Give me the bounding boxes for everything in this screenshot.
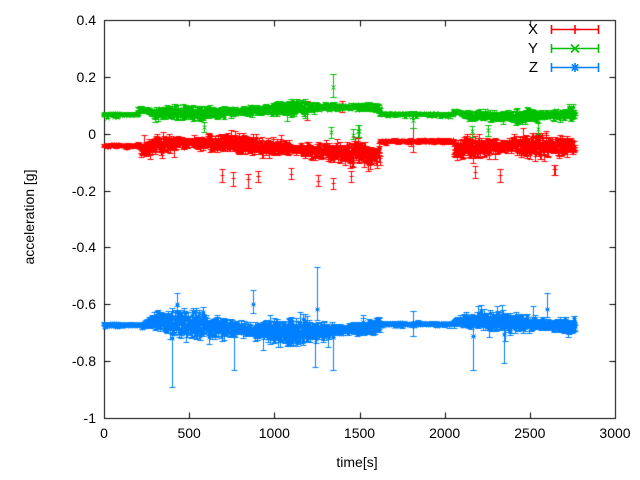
x-tick-label: 500	[177, 425, 201, 441]
y-tick-label: 0.2	[76, 68, 96, 85]
errorbar-sample-icon	[550, 63, 600, 72]
y-tick-label: 0.4	[76, 12, 96, 28]
legend-row-z: Z	[516, 58, 601, 77]
x-tick-label: 1000	[258, 425, 290, 441]
legend-label-y: Y	[527, 40, 538, 57]
x-tick-label: 0	[100, 425, 108, 441]
x-tick-label: 1500	[343, 425, 376, 441]
y-tick-label: -0.8	[71, 353, 96, 370]
legend-label-z: Z	[528, 59, 538, 76]
errorbar-sample-icon	[550, 25, 600, 34]
x-tick-label: 3000	[599, 425, 631, 441]
x-tick-label: 2500	[514, 425, 546, 441]
errorbar-sample-icon	[550, 43, 600, 54]
y-tick-label: 0	[88, 125, 96, 142]
legend-row-y: Y	[516, 39, 601, 58]
x-tick-label: 2000	[429, 425, 461, 441]
y-tick-label: -0.2	[71, 182, 96, 199]
y-tick-label: -1	[83, 410, 96, 426]
y-tick-label: -0.4	[71, 239, 96, 256]
legend: X Y Z	[516, 20, 601, 77]
legend-label-x: X	[527, 21, 538, 38]
y-tick-label: -0.6	[71, 296, 96, 313]
x-axis-label: time[s]	[336, 454, 378, 470]
legend-row-x: X	[516, 20, 601, 39]
